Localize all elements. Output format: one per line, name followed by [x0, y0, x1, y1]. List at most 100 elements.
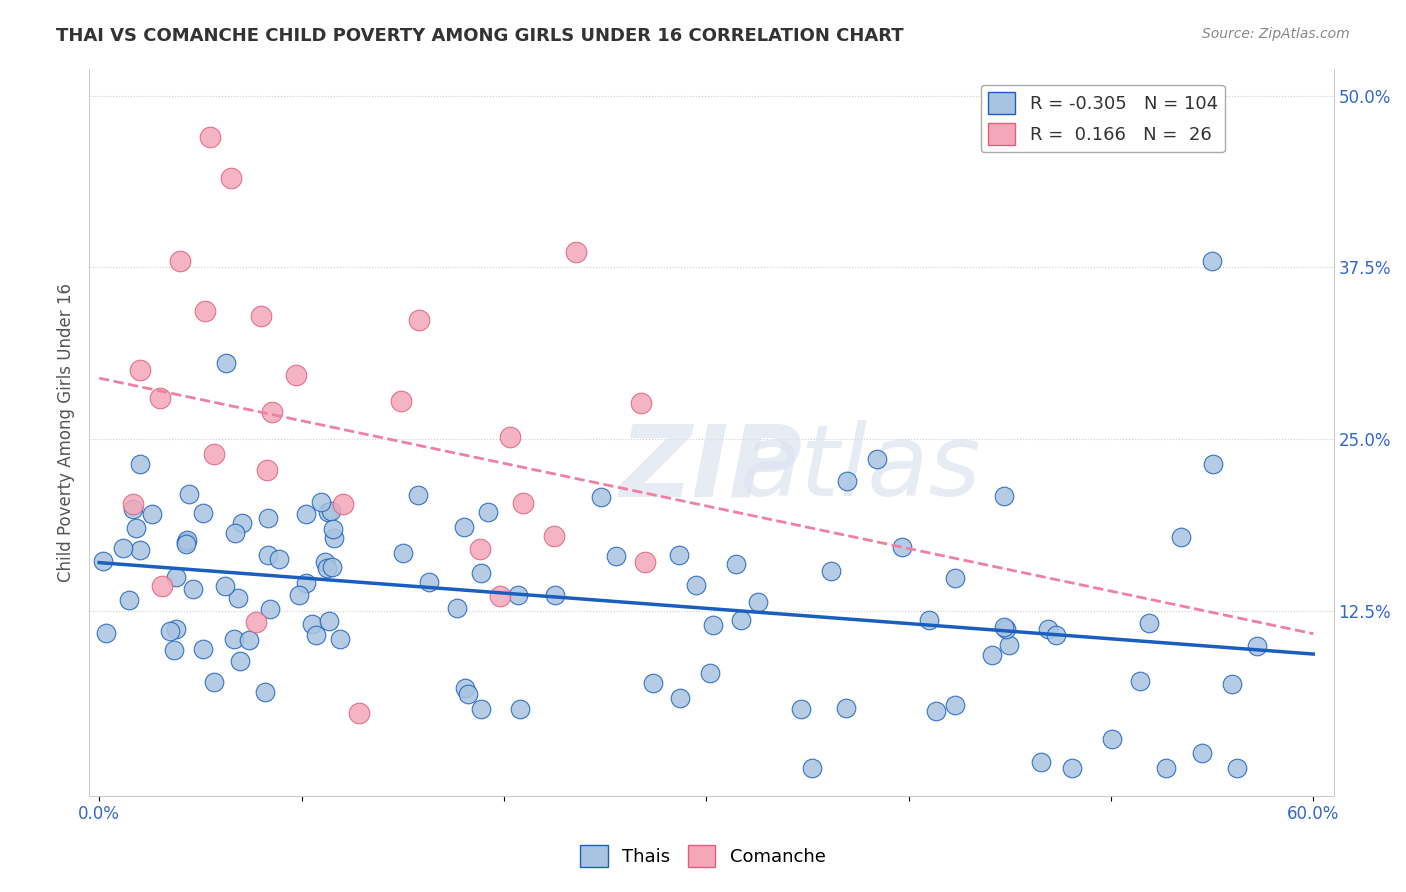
- Point: [122, 502, 145, 516]
- Point: [316, 504, 339, 518]
- Point: [224, 632, 246, 646]
- Point: [262, 405, 284, 419]
- Point: [322, 522, 344, 536]
- Point: [318, 615, 340, 629]
- Point: [194, 304, 217, 318]
- Point: [509, 701, 531, 715]
- Point: [891, 541, 914, 555]
- Point: [820, 564, 842, 578]
- Point: [453, 519, 475, 533]
- Point: [284, 368, 307, 383]
- Point: [1226, 761, 1249, 775]
- Point: [1060, 761, 1083, 775]
- Point: [685, 578, 707, 592]
- Point: [141, 507, 163, 521]
- Point: [512, 496, 534, 510]
- Point: [669, 691, 692, 706]
- Point: [506, 588, 529, 602]
- Point: [226, 591, 249, 605]
- Point: [454, 681, 477, 695]
- Point: [499, 430, 522, 444]
- Point: [943, 698, 966, 712]
- Point: [477, 505, 499, 519]
- Point: [457, 687, 479, 701]
- Point: [801, 761, 824, 775]
- Point: [125, 521, 148, 535]
- Point: [165, 570, 187, 584]
- Point: [301, 616, 323, 631]
- Text: ZIP: ZIP: [620, 420, 803, 517]
- Point: [543, 529, 565, 543]
- Point: [129, 542, 152, 557]
- Point: [219, 171, 242, 186]
- Point: [634, 555, 657, 569]
- Point: [256, 462, 278, 476]
- Point: [238, 632, 260, 647]
- Point: [866, 452, 889, 467]
- Point: [835, 700, 858, 714]
- Point: [1222, 677, 1244, 691]
- Point: [159, 624, 181, 638]
- Point: [128, 457, 150, 471]
- Point: [1036, 622, 1059, 636]
- Point: [321, 559, 343, 574]
- Point: [118, 593, 141, 607]
- Legend: R = -0.305   N = 104, R =  0.166   N =  26: R = -0.305 N = 104, R = 0.166 N = 26: [981, 85, 1225, 153]
- Point: [202, 447, 225, 461]
- Point: [668, 549, 690, 563]
- Point: [993, 489, 1015, 503]
- Point: [231, 516, 253, 530]
- Point: [245, 615, 267, 629]
- Point: [699, 665, 721, 680]
- Point: [1156, 761, 1178, 775]
- Point: [253, 684, 276, 698]
- Point: [544, 588, 567, 602]
- Point: [408, 313, 430, 327]
- Point: [250, 309, 273, 323]
- Point: [1129, 674, 1152, 689]
- Point: [1045, 628, 1067, 642]
- Point: [981, 648, 1004, 663]
- Point: [257, 549, 280, 563]
- Point: [177, 487, 200, 501]
- Point: [314, 555, 336, 569]
- Point: [332, 497, 354, 511]
- Point: [228, 654, 250, 668]
- Point: [259, 602, 281, 616]
- Point: [165, 623, 187, 637]
- Point: [322, 531, 344, 545]
- Point: [470, 701, 492, 715]
- Point: [257, 511, 280, 525]
- Point: [702, 618, 724, 632]
- Point: [111, 541, 134, 555]
- Point: [176, 533, 198, 548]
- Point: [128, 363, 150, 377]
- Point: [349, 706, 371, 721]
- Point: [925, 705, 948, 719]
- Point: [747, 595, 769, 609]
- Point: [1101, 731, 1123, 746]
- Point: [725, 557, 748, 571]
- Point: [446, 601, 468, 615]
- Point: [224, 526, 246, 541]
- Point: [169, 253, 191, 268]
- Point: [993, 620, 1015, 634]
- Point: [418, 574, 440, 589]
- Point: [391, 393, 413, 408]
- Point: [998, 638, 1021, 652]
- Point: [1246, 639, 1268, 653]
- Text: Source: ZipAtlas.com: Source: ZipAtlas.com: [1202, 27, 1350, 41]
- Point: [392, 546, 415, 560]
- Point: [163, 643, 186, 657]
- Point: [315, 561, 337, 575]
- Point: [918, 613, 941, 627]
- Point: [730, 613, 752, 627]
- Point: [305, 628, 328, 642]
- Point: [149, 391, 172, 405]
- Point: [311, 495, 333, 509]
- Y-axis label: Child Poverty Among Girls Under 16: Child Poverty Among Girls Under 16: [58, 283, 75, 582]
- Point: [329, 632, 352, 646]
- Point: [200, 130, 222, 145]
- Point: [1029, 755, 1052, 769]
- Point: [945, 571, 967, 585]
